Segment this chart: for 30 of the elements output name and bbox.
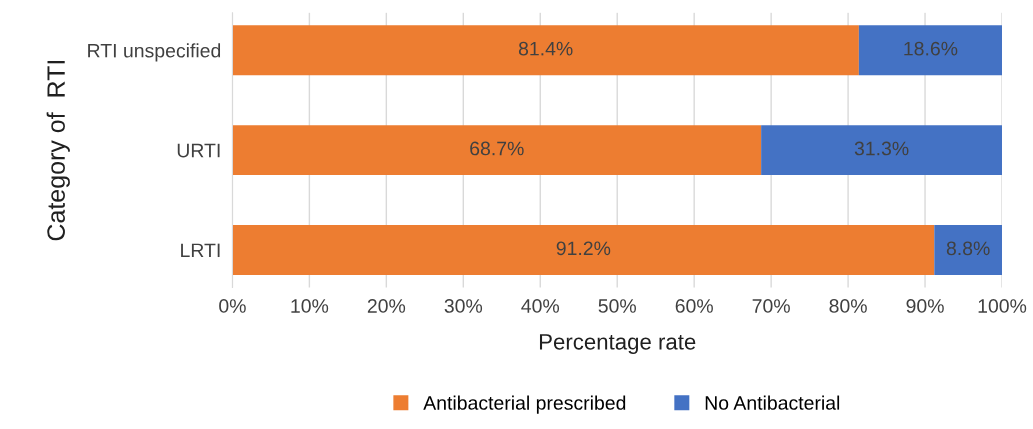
x-tick-label: 10% [291, 299, 329, 313]
x-tick-label: 30% [444, 299, 483, 313]
bar [232, 225, 935, 275]
data-label: 68.7% [470, 141, 524, 156]
bar [232, 125, 762, 176]
bar [232, 25, 859, 76]
data-label: 8.8% [946, 241, 990, 256]
x-tick-label: 50% [598, 299, 636, 313]
bar [761, 125, 1003, 176]
data-label: 91.2% [556, 241, 611, 256]
x-tick-label: 70% [752, 299, 790, 313]
data-label: 18.6% [904, 41, 958, 56]
x-tick-label: 60% [675, 299, 713, 313]
legend-label: Antibacterial prescribed [423, 395, 626, 414]
x-axis-title: Percentage rate [539, 334, 696, 355]
x-tick-label: 100% [978, 299, 1027, 313]
x-tick-label: 40% [521, 299, 560, 313]
bar [858, 25, 1003, 76]
data-label: 81.4% [518, 41, 573, 56]
x-tick-label: 80% [829, 299, 867, 313]
x-tick-label: 90% [906, 299, 944, 313]
x-tick-label: 0% [219, 299, 246, 313]
y-axis-title: Category of RTI [46, 60, 70, 241]
legend-label: No Antibacterial [705, 395, 840, 410]
x-tick-label: 20% [367, 299, 406, 313]
y-tick-label: LRTI [181, 243, 220, 258]
y-tick-label: URTI [177, 143, 220, 158]
bar [934, 225, 1003, 275]
y-tick-label: RTI unspecified [88, 43, 221, 62]
data-label: 31.3% [854, 141, 909, 156]
